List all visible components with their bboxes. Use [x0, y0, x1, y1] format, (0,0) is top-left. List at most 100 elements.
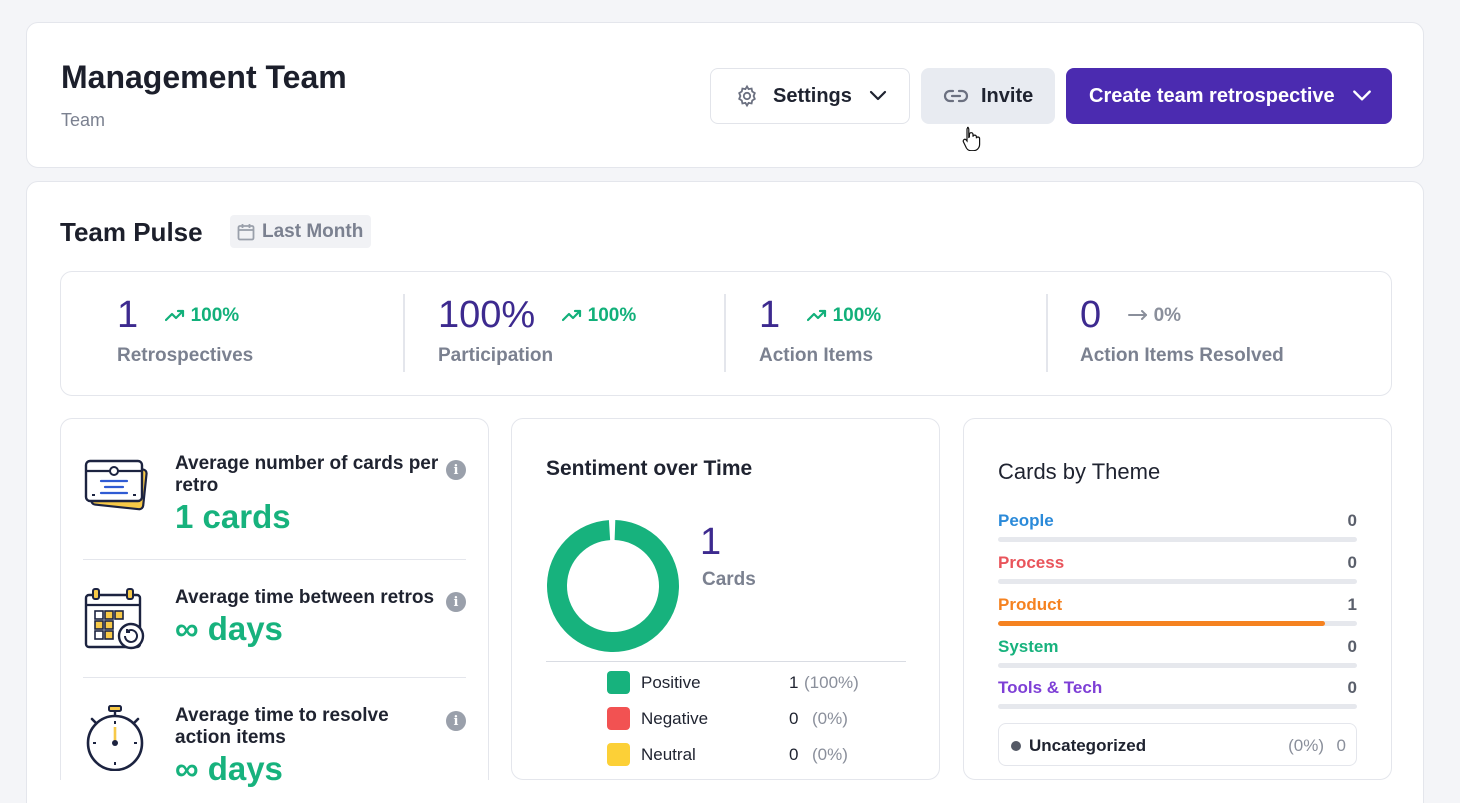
period-label: Last Month [262, 220, 364, 242]
stat-trend: 0% [1127, 305, 1181, 327]
chevron-down-icon [1352, 90, 1371, 101]
legend-swatch [607, 743, 630, 766]
stat-divider [724, 294, 726, 372]
settings-label: Settings [773, 84, 852, 107]
stat-value: 1 [117, 294, 139, 336]
sentiment-total: 1 [700, 521, 722, 563]
stat-label: Action Items Resolved [1080, 345, 1284, 366]
sentiment-title: Sentiment over Time [546, 457, 753, 480]
calendar-icon [237, 223, 255, 240]
calendar-illustration-icon [84, 588, 145, 650]
legend-count: 0 [789, 745, 799, 764]
legend-label: Positive [641, 673, 701, 692]
cards-by-theme-title: Cards by Theme [998, 459, 1161, 484]
legend-count: 0 [789, 709, 799, 728]
legend-label: Negative [641, 709, 709, 728]
stat-participation: 100% 100% Participation [438, 294, 636, 367]
trending-up-icon [561, 310, 581, 322]
average-question: Average number of cards per retro [175, 453, 439, 496]
average-answer: 1 cards [175, 498, 291, 535]
theme-count: 0 [1347, 553, 1357, 572]
theme-row-product[interactable]: Product 1 [998, 595, 1357, 626]
team-pulse-title: Team Pulse [60, 217, 203, 247]
status-dot [1011, 741, 1021, 751]
averages-panel: Average number of cards per retro 1 card… [60, 418, 489, 787]
stat-value: 1 [759, 294, 781, 336]
legend-label: Neutral [641, 745, 696, 764]
team-pulse-card: Team Pulse Last Month 1 100% Retrospecti… [26, 181, 1424, 803]
stat-divider [1046, 294, 1048, 372]
theme-bar-fill [998, 621, 1325, 626]
stat-retrospectives: 1 100% Retrospectives [117, 294, 253, 367]
info-icon[interactable]: i [446, 592, 466, 612]
theme-row-system[interactable]: System 0 [998, 637, 1357, 668]
legend-item-positive: Positive 1 (100%) [607, 671, 859, 695]
legend-percent: (0%) [812, 709, 848, 728]
invite-button[interactable]: Invite [921, 68, 1055, 124]
sentiment-panel: Sentiment over Time 1 Cards Positive 1 (… [511, 418, 940, 780]
page-title: Management Team [61, 59, 347, 95]
stat-action-items-resolved: 0 0% Action Items Resolved [1080, 294, 1284, 367]
invite-label: Invite [981, 84, 1034, 107]
stat-divider [403, 294, 405, 372]
create-retrospective-label: Create team retrospective [1089, 84, 1335, 107]
average-text: Average time between retros ∞ days [175, 587, 445, 647]
create-retrospective-button[interactable]: Create team retrospective [1066, 68, 1392, 124]
average-answer: ∞ days [175, 750, 283, 787]
theme-row-tools-tech[interactable]: Tools & Tech 0 [998, 678, 1357, 709]
stat-label: Retrospectives [117, 345, 254, 366]
theme-bar [998, 704, 1357, 709]
theme-bar [998, 579, 1357, 584]
theme-bar [998, 537, 1357, 542]
page-subtitle: Team [61, 110, 106, 130]
legend-item-negative: Negative 0 (0%) [607, 707, 848, 731]
arrow-right-icon [1127, 310, 1147, 321]
chevron-down-icon [869, 90, 887, 101]
settings-button[interactable]: Settings [710, 68, 910, 124]
sentiment-total-label: Cards [702, 569, 756, 590]
theme-name: System [998, 637, 1059, 656]
info-icon[interactable]: i [446, 711, 466, 731]
theme-name: Process [998, 553, 1065, 572]
theme-name: Product [998, 595, 1063, 614]
legend-swatch [607, 707, 630, 730]
team-header: Management Team Team Settings Invite Cre… [26, 22, 1424, 168]
trending-up-icon [164, 310, 184, 322]
stat-action-items: 1 100% Action Items [759, 294, 881, 367]
stat-trend: 100% [561, 305, 636, 327]
gear-icon [738, 84, 756, 108]
stopwatch-illustration-icon [86, 705, 144, 771]
theme-count: 0 [1347, 511, 1357, 530]
average-question: Average time to resolve action items [175, 705, 389, 748]
stat-trend: 100% [164, 305, 239, 327]
divider [83, 559, 466, 560]
stat-label: Participation [438, 345, 554, 366]
theme-percent: (0%) [1288, 736, 1324, 755]
theme-count: 0 [1347, 637, 1357, 656]
info-icon[interactable]: i [446, 460, 466, 480]
legend-percent: (0%) [812, 745, 848, 764]
legend-item-neutral: Neutral 0 (0%) [607, 743, 848, 767]
theme-count: 0 [1336, 736, 1346, 755]
average-question: Average time between retros [175, 587, 435, 608]
stat-value: 100% [438, 294, 536, 336]
theme-row-process[interactable]: Process 0 [998, 553, 1357, 584]
legend-count: 1 [789, 673, 799, 692]
theme-row-people[interactable]: People 0 [998, 511, 1357, 542]
stat-label: Action Items [759, 345, 874, 366]
theme-row-uncategorized[interactable]: Uncategorized (0%) 0 [998, 723, 1357, 766]
stat-value: 0 [1080, 294, 1102, 336]
theme-name: Uncategorized [1029, 736, 1147, 755]
average-text: Average time to resolve action items ∞ d… [175, 705, 445, 787]
cards-illustration-icon [84, 459, 148, 511]
period-filter[interactable]: Last Month [230, 215, 372, 248]
theme-bar [998, 663, 1357, 668]
stat-trend: 100% [806, 305, 881, 327]
legend-percent: (100%) [804, 673, 859, 692]
divider [83, 677, 466, 678]
hand-cursor-icon [962, 126, 981, 151]
legend-swatch [607, 671, 630, 694]
theme-count: 1 [1347, 595, 1357, 614]
sentiment-donut-chart [547, 520, 679, 652]
average-answer: ∞ days [175, 610, 283, 647]
